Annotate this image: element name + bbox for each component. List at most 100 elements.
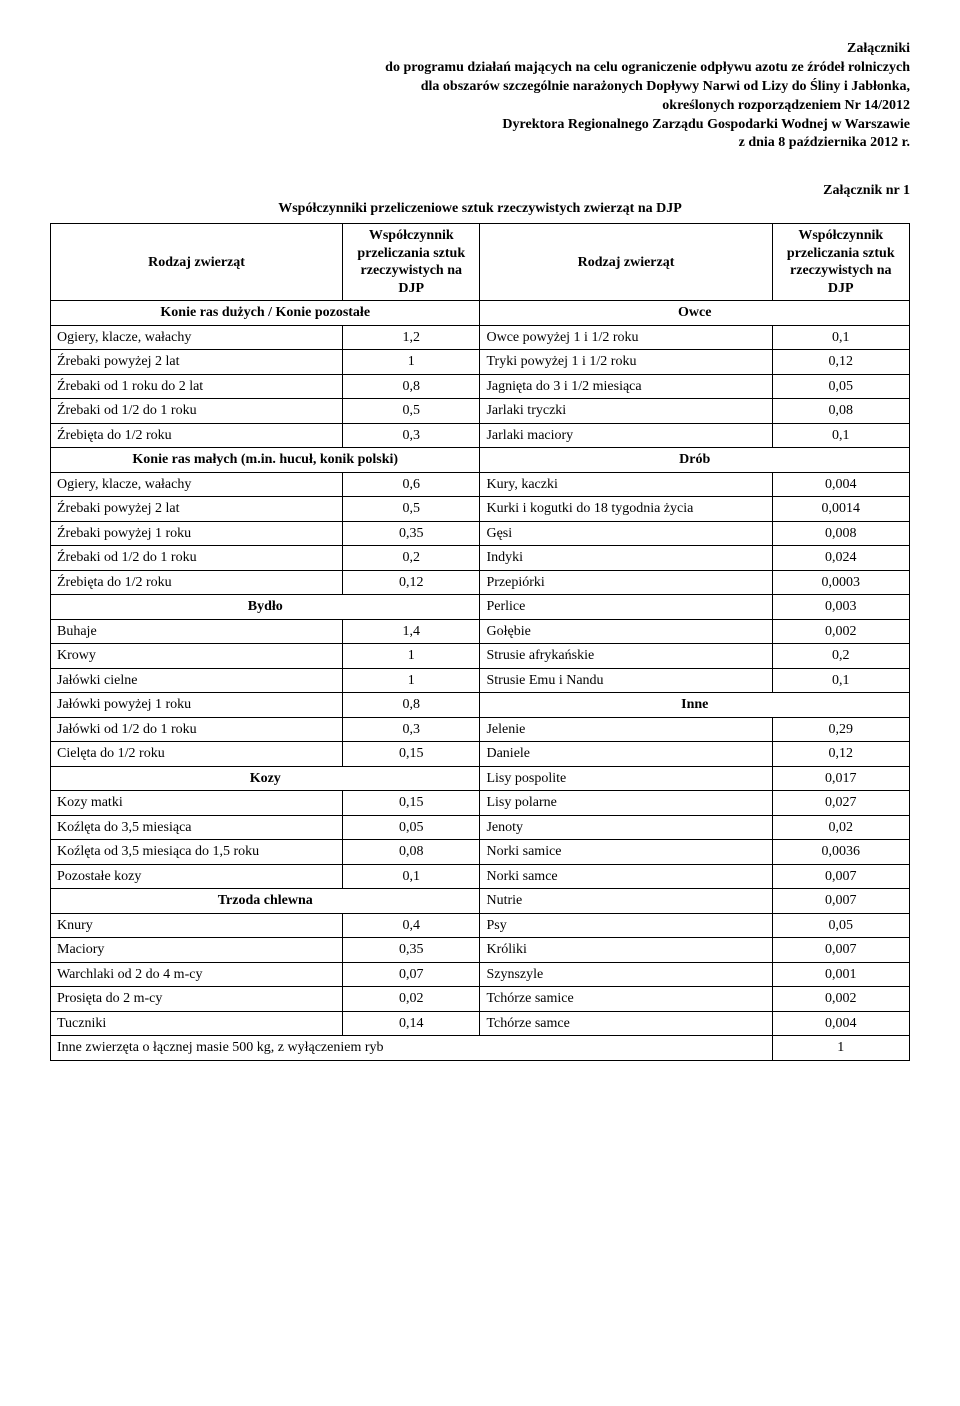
coefficients-table: Rodzaj zwierząt Współczynnik przeliczani… xyxy=(50,223,910,1061)
cell-label: Jałówki powyżej 1 roku xyxy=(51,693,343,718)
cell-value: 0,02 xyxy=(343,987,480,1012)
cell-label: Indyki xyxy=(480,546,772,571)
table-row: Trzoda chlewna Nutrie 0,007 xyxy=(51,889,910,914)
section-owce: Owce xyxy=(480,301,910,326)
header-line-4: określonych rozporządzeniem Nr 14/2012 xyxy=(50,97,910,116)
cell-value: 0,017 xyxy=(772,766,909,791)
table-row: Źrebaki od 1/2 do 1 roku 0,5 Jarlaki try… xyxy=(51,399,910,424)
cell-label: Strusie Emu i Nandu xyxy=(480,668,772,693)
table-row: Źrebięta do 1/2 roku 0,3 Jarlaki maciory… xyxy=(51,423,910,448)
cell-value: 0,8 xyxy=(343,693,480,718)
cell-label: Jałówki od 1/2 do 1 roku xyxy=(51,717,343,742)
cell-label: Daniele xyxy=(480,742,772,767)
cell-label: Tchórze samce xyxy=(480,1011,772,1036)
document-header: Załączniki do programu działań mających … xyxy=(50,40,910,153)
cell-label: Ogiery, klacze, wałachy xyxy=(51,472,343,497)
cell-value: 0,6 xyxy=(343,472,480,497)
cell-label: Jagnięta do 3 i 1/2 miesiąca xyxy=(480,374,772,399)
section-bydlo: Bydło xyxy=(51,595,480,620)
cell-value: 1,4 xyxy=(343,619,480,644)
cell-value: 0,05 xyxy=(772,374,909,399)
cell-value: 0,29 xyxy=(772,717,909,742)
cell-label: Kurki i kogutki do 18 tygodnia życia xyxy=(480,497,772,522)
cell-label: Kozy matki xyxy=(51,791,343,816)
table-row: Źrebaki powyżej 2 lat 0,5 Kurki i kogutk… xyxy=(51,497,910,522)
table-row: Źrebaki powyżej 1 roku 0,35 Gęsi 0,008 xyxy=(51,521,910,546)
cell-label: Króliki xyxy=(480,938,772,963)
table-header-row: Rodzaj zwierząt Współczynnik przeliczani… xyxy=(51,224,910,301)
section-drob: Drób xyxy=(480,448,910,473)
cell-value: 0,08 xyxy=(343,840,480,865)
cell-value: 0,0036 xyxy=(772,840,909,865)
cell-value: 0,007 xyxy=(772,889,909,914)
table-row: Jałówki od 1/2 do 1 roku 0,3 Jelenie 0,2… xyxy=(51,717,910,742)
cell-value: 0,15 xyxy=(343,791,480,816)
table-row: Pozostałe kozy 0,1 Norki samce 0,007 xyxy=(51,864,910,889)
cell-label: Perlice xyxy=(480,595,772,620)
col-header-coef-right: Współczynnik przeliczania sztuk rzeczywi… xyxy=(772,224,909,301)
cell-value: 1,2 xyxy=(343,325,480,350)
cell-label: Jarlaki tryczki xyxy=(480,399,772,424)
cell-value: 0,1 xyxy=(772,668,909,693)
cell-value: 0,002 xyxy=(772,619,909,644)
cell-label: Koźlęta od 3,5 miesiąca do 1,5 roku xyxy=(51,840,343,865)
cell-value: 0,8 xyxy=(343,374,480,399)
cell-value: 1 xyxy=(343,350,480,375)
col-header-animal-right: Rodzaj zwierząt xyxy=(480,224,772,301)
cell-label: Cielęta do 1/2 roku xyxy=(51,742,343,767)
cell-value: 0,4 xyxy=(343,913,480,938)
cell-label: Źrebięta do 1/2 roku xyxy=(51,570,343,595)
cell-value: 0,35 xyxy=(343,938,480,963)
cell-value: 0,002 xyxy=(772,987,909,1012)
header-line-2: do programu działań mających na celu ogr… xyxy=(50,59,910,78)
cell-value: 0,12 xyxy=(343,570,480,595)
cell-value: 0,2 xyxy=(343,546,480,571)
cell-label: Źrebaki powyżej 2 lat xyxy=(51,497,343,522)
header-line-3: dla obszarów szczególnie narażonych Dopł… xyxy=(50,78,910,97)
cell-label: Szynszyle xyxy=(480,962,772,987)
cell-value: 0,024 xyxy=(772,546,909,571)
cell-label: Strusie afrykańskie xyxy=(480,644,772,669)
table-row: Jałówki powyżej 1 roku 0,8 Inne xyxy=(51,693,910,718)
cell-value: 0,3 xyxy=(343,423,480,448)
table-row: Źrebięta do 1/2 roku 0,12 Przepiórki 0,0… xyxy=(51,570,910,595)
cell-value: 0,07 xyxy=(343,962,480,987)
table-row: Konie ras dużych / Konie pozostałe Owce xyxy=(51,301,910,326)
cell-value: 0,12 xyxy=(772,350,909,375)
cell-value: 0,1 xyxy=(772,423,909,448)
table-row: Ogiery, klacze, wałachy 1,2 Owce powyżej… xyxy=(51,325,910,350)
cell-label: Jenoty xyxy=(480,815,772,840)
cell-label: Źrebaki od 1/2 do 1 roku xyxy=(51,546,343,571)
cell-label: Warchlaki od 2 do 4 m-cy xyxy=(51,962,343,987)
cell-label: Tchórze samice xyxy=(480,987,772,1012)
table-row: Jałówki cielne 1 Strusie Emu i Nandu 0,1 xyxy=(51,668,910,693)
table-row: Koźlęta od 3,5 miesiąca do 1,5 roku 0,08… xyxy=(51,840,910,865)
table-row: Buhaje 1,4 Gołębie 0,002 xyxy=(51,619,910,644)
cell-value: 0,003 xyxy=(772,595,909,620)
last-row-label: Inne zwierzęta o łącznej masie 500 kg, z… xyxy=(51,1036,773,1061)
cell-label: Źrebaki od 1 roku do 2 lat xyxy=(51,374,343,399)
cell-value: 0,2 xyxy=(772,644,909,669)
table-row: Koźlęta do 3,5 miesiąca 0,05 Jenoty 0,02 xyxy=(51,815,910,840)
cell-value: 0,008 xyxy=(772,521,909,546)
header-line-5: Dyrektora Regionalnego Zarządu Gospodark… xyxy=(50,116,910,135)
cell-label: Psy xyxy=(480,913,772,938)
section-konie-male: Konie ras małych (m.in. hucuł, konik pol… xyxy=(51,448,480,473)
table-row: Kozy Lisy pospolite 0,017 xyxy=(51,766,910,791)
cell-value: 0,007 xyxy=(772,864,909,889)
col-header-animal-left: Rodzaj zwierząt xyxy=(51,224,343,301)
cell-value: 1 xyxy=(343,644,480,669)
cell-value: 0,02 xyxy=(772,815,909,840)
cell-label: Przepiórki xyxy=(480,570,772,595)
cell-label: Jałówki cielne xyxy=(51,668,343,693)
section-konie-duze: Konie ras dużych / Konie pozostałe xyxy=(51,301,480,326)
cell-label: Lisy pospolite xyxy=(480,766,772,791)
cell-value: 0,004 xyxy=(772,472,909,497)
cell-value: 0,004 xyxy=(772,1011,909,1036)
cell-value: 0,15 xyxy=(343,742,480,767)
table-row: Maciory 0,35 Króliki 0,007 xyxy=(51,938,910,963)
cell-value: 0,05 xyxy=(772,913,909,938)
cell-value: 0,1 xyxy=(343,864,480,889)
table-row: Warchlaki od 2 do 4 m-cy 0,07 Szynszyle … xyxy=(51,962,910,987)
table-title: Współczynniki przeliczeniowe sztuk rzecz… xyxy=(50,201,910,217)
